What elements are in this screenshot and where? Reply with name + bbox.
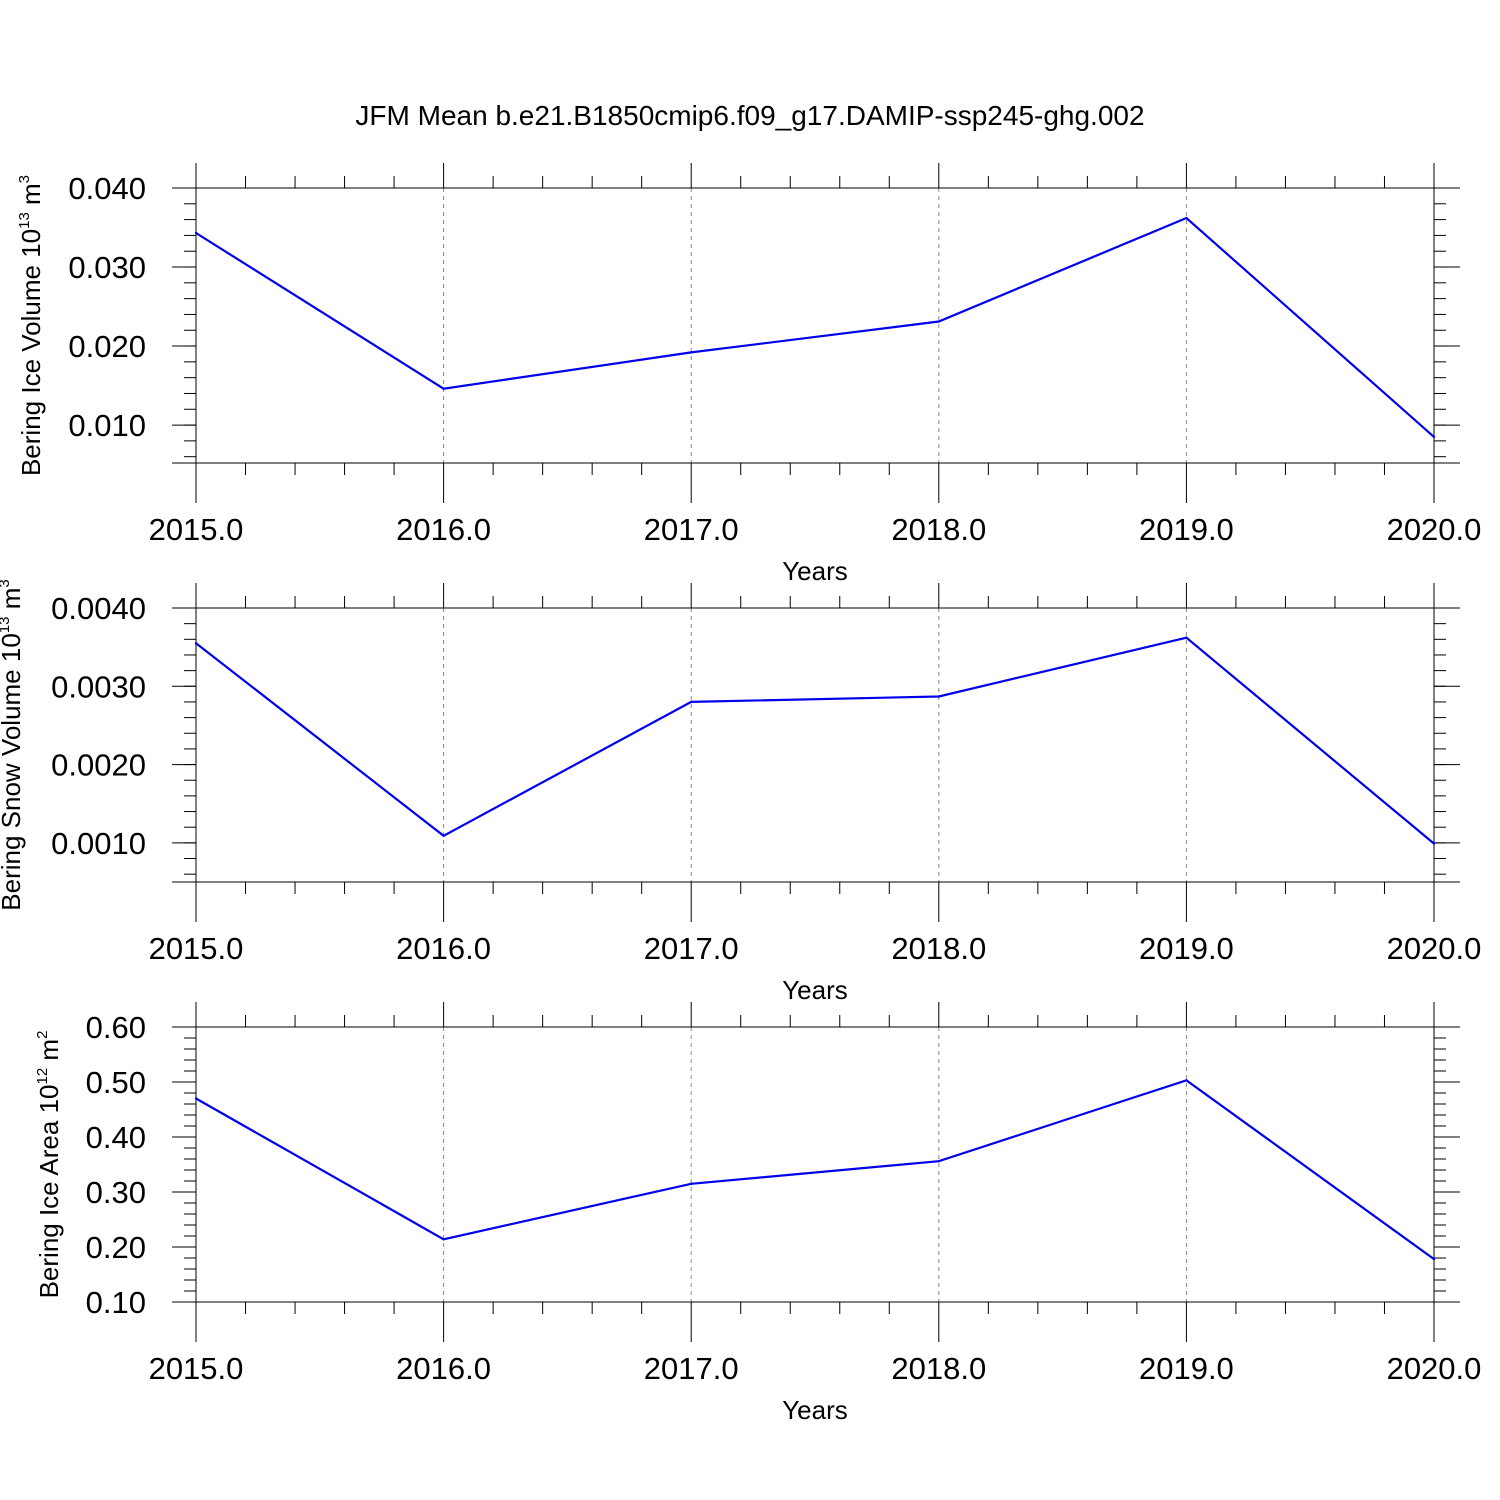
y-axis-label: Bering Ice Volume 1013 m3 bbox=[16, 175, 46, 476]
y-axis-label-part: m bbox=[34, 1039, 64, 1068]
data-point bbox=[937, 1160, 940, 1163]
x-axis-label: Years bbox=[782, 975, 848, 1005]
series-line bbox=[195, 1079, 1435, 1260]
data-point bbox=[690, 700, 693, 704]
x-tick-label: 2016.0 bbox=[396, 1351, 491, 1386]
data-point bbox=[690, 1182, 693, 1185]
y-axis-label-part: m bbox=[0, 588, 26, 617]
y-axis-label-part: Bering Ice Area 10 bbox=[34, 1085, 64, 1299]
x-tick-label: 2019.0 bbox=[1139, 1351, 1234, 1386]
y-axis-label-superscript: 13 bbox=[0, 617, 13, 634]
x-tick-label: 2019.0 bbox=[1139, 512, 1234, 547]
data-point bbox=[194, 1097, 198, 1100]
x-tick-label: 2015.0 bbox=[149, 931, 244, 966]
y-tick-label: 0.0030 bbox=[51, 669, 146, 704]
x-tick-label: 2018.0 bbox=[891, 512, 986, 547]
x-tick-label: 2017.0 bbox=[644, 931, 739, 966]
y-tick-label: 0.030 bbox=[68, 250, 146, 285]
y-axis-label-superscript: 3 bbox=[16, 175, 33, 183]
data-point bbox=[194, 642, 198, 645]
panel-2: 2015.0 2016.0 2017.0 2018.0 2019.0 2020.0 0.00… bbox=[0, 579, 1481, 1005]
x-tick-label: 2017.0 bbox=[644, 1351, 739, 1386]
data-point bbox=[1432, 435, 1436, 439]
y-tick-label: 0.30 bbox=[86, 1175, 146, 1210]
y-axis-label: Bering Snow Volume 1013 m3 bbox=[0, 579, 26, 910]
y-axis-label-superscript: 13 bbox=[16, 212, 33, 229]
data-point bbox=[1185, 1079, 1188, 1082]
data-point bbox=[1432, 842, 1436, 845]
data-point bbox=[1185, 636, 1188, 639]
y-axis-label: Bering Ice Area 1012 m2 bbox=[34, 1031, 64, 1299]
panel-3: 2015.0 2016.0 2017.0 2018.0 2019.0 2020.0 0.10… bbox=[34, 1002, 1481, 1425]
x-tick-label: 2018.0 bbox=[891, 931, 986, 966]
y-tick-label: 0.0010 bbox=[51, 826, 146, 861]
y-axis-label-superscript: 2 bbox=[34, 1031, 51, 1039]
data-point bbox=[194, 231, 198, 235]
y-tick-label: 0.0040 bbox=[51, 591, 146, 626]
data-point bbox=[690, 351, 693, 354]
y-tick-label: 0.040 bbox=[68, 171, 146, 206]
y-axis-label-part: m bbox=[16, 183, 46, 212]
y-tick-label: 0.010 bbox=[68, 408, 146, 443]
x-axis-label: Years bbox=[782, 1395, 848, 1425]
x-tick-label: 2016.0 bbox=[396, 512, 491, 547]
y-axis-label-part: Bering Ice Volume 10 bbox=[16, 229, 46, 476]
y-tick-label: 0.40 bbox=[86, 1120, 146, 1155]
x-tick-label: 2015.0 bbox=[149, 1351, 244, 1386]
data-point bbox=[1432, 1257, 1436, 1261]
y-tick-label: 0.0020 bbox=[51, 748, 146, 783]
series-line bbox=[195, 636, 1435, 845]
data-point bbox=[442, 1238, 445, 1241]
data-point bbox=[937, 695, 940, 698]
data-point bbox=[937, 320, 940, 323]
y-tick-label: 0.020 bbox=[68, 329, 146, 364]
y-axis-label-part: Bering Snow Volume 10 bbox=[0, 633, 26, 911]
data-point bbox=[1185, 216, 1188, 220]
x-tick-label: 2020.0 bbox=[1387, 512, 1482, 547]
y-tick-label: 0.20 bbox=[86, 1230, 146, 1265]
x-tick-label: 2015.0 bbox=[149, 512, 244, 547]
data-point bbox=[442, 387, 445, 390]
x-tick-label: 2019.0 bbox=[1139, 931, 1234, 966]
chart-title: JFM Mean b.e21.B1850cmip6.f09_g17.DAMIP-… bbox=[355, 100, 1144, 131]
series-line bbox=[195, 216, 1435, 438]
y-tick-label: 0.50 bbox=[86, 1065, 146, 1100]
x-tick-label: 2020.0 bbox=[1387, 931, 1482, 966]
x-tick-label: 2018.0 bbox=[891, 1351, 986, 1386]
y-axis-label-superscript: 3 bbox=[0, 579, 13, 587]
y-tick-label: 0.60 bbox=[86, 1010, 146, 1045]
x-tick-label: 2016.0 bbox=[396, 931, 491, 966]
y-axis-label-superscript: 12 bbox=[34, 1068, 51, 1085]
x-tick-label: 2017.0 bbox=[644, 512, 739, 547]
x-tick-label: 2020.0 bbox=[1387, 1351, 1482, 1386]
y-tick-label: 0.10 bbox=[86, 1285, 146, 1320]
x-axis-label: Years bbox=[782, 556, 848, 586]
panel-1: 2015.0 2016.0 2017.0 2018.0 2019.0 2020.0 0.01… bbox=[16, 163, 1481, 586]
data-point bbox=[442, 834, 445, 838]
